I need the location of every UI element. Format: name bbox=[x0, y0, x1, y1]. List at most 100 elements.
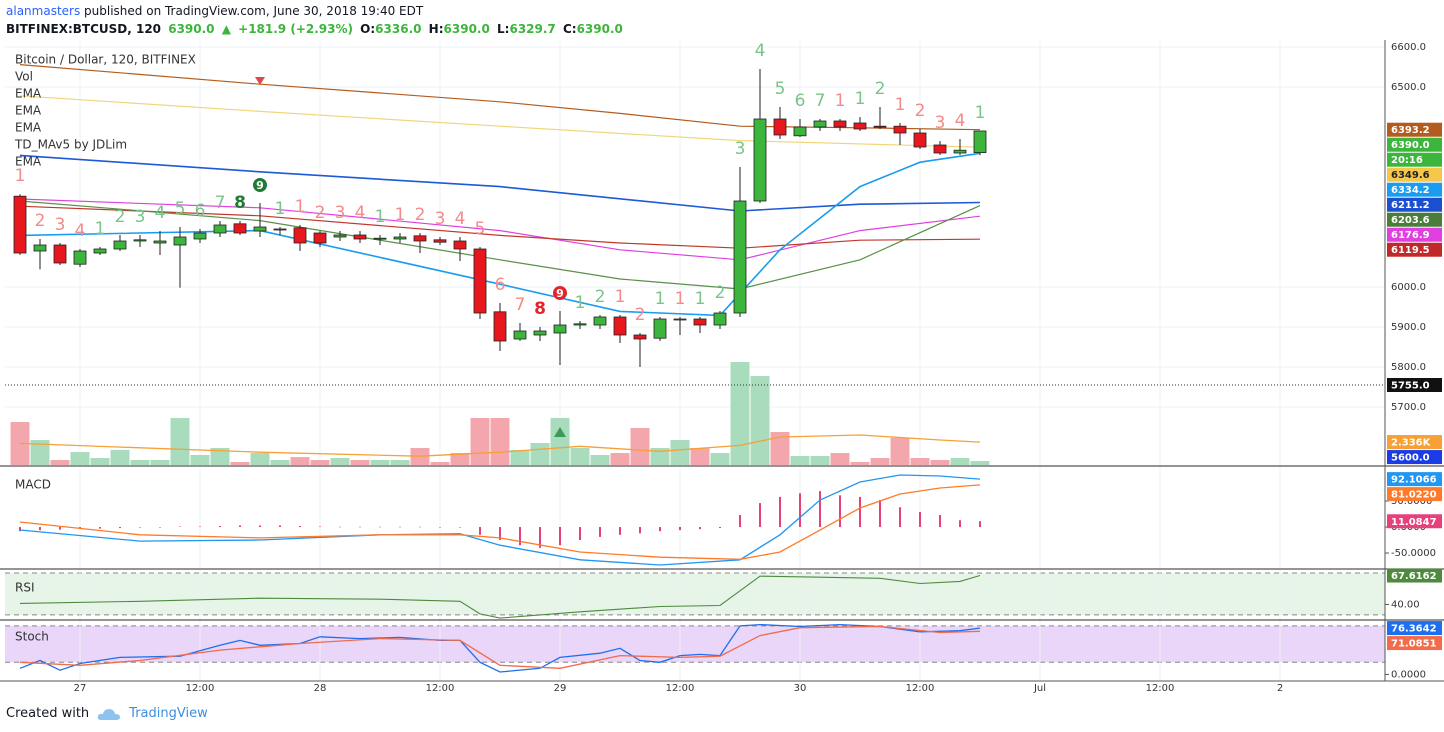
macd-histogram bbox=[159, 527, 161, 528]
td-count: 9 bbox=[256, 179, 264, 192]
td-count: 5 bbox=[475, 219, 486, 239]
volume-bar bbox=[30, 439, 50, 465]
candle-body bbox=[793, 126, 807, 137]
td-count: 3 bbox=[135, 207, 146, 227]
price-tag-label: 6349.6 bbox=[1391, 170, 1430, 181]
l: 6329.7 bbox=[509, 22, 556, 36]
td-count: 1 bbox=[675, 289, 686, 309]
volume-bar bbox=[830, 453, 850, 465]
macd-histogram bbox=[499, 527, 501, 541]
x-tick-label: 2 bbox=[1277, 683, 1283, 694]
macd-histogram bbox=[619, 527, 621, 535]
y-tick-label: -50.0000 bbox=[1391, 548, 1436, 559]
price-tag bbox=[1387, 227, 1442, 242]
chart: 27 12:00 28 12:00 29 12:00 30 12:00 Jul 12:00 2660… bbox=[0, 40, 1444, 700]
macd-histogram bbox=[279, 525, 281, 528]
candle-body bbox=[293, 227, 307, 244]
td-count: 7 bbox=[515, 295, 526, 315]
macd-histogram bbox=[739, 515, 741, 528]
candle-body bbox=[173, 236, 187, 246]
price-tag-label: 81.0220 bbox=[1391, 490, 1437, 501]
td-count: 2 bbox=[715, 283, 726, 303]
c-label: C: bbox=[562, 22, 577, 36]
candle-body bbox=[53, 244, 67, 264]
volume-bar bbox=[590, 454, 610, 465]
candle-body bbox=[353, 234, 367, 240]
o-label: O: bbox=[360, 22, 376, 36]
signal-arrow bbox=[554, 427, 566, 437]
created-with: Created with bbox=[6, 706, 90, 721]
price-tag-label: 20:16 bbox=[1391, 155, 1423, 166]
macd-histogram bbox=[519, 527, 521, 546]
price-tag-label: 5600.0 bbox=[1391, 453, 1430, 464]
volume-bar bbox=[110, 449, 130, 465]
price-tag-label: 6390.0 bbox=[1391, 140, 1430, 151]
macd-line bbox=[19, 484, 981, 560]
td-count: 6 bbox=[195, 201, 206, 221]
volume-bar bbox=[310, 459, 330, 465]
candle-body bbox=[33, 244, 47, 252]
price-tag bbox=[1387, 122, 1442, 137]
pane-label: Stoch bbox=[15, 630, 49, 644]
candle-body bbox=[213, 224, 227, 234]
volume-bar bbox=[850, 461, 870, 465]
macd-histogram bbox=[479, 527, 481, 535]
candle-body bbox=[373, 237, 387, 240]
volume-bar bbox=[890, 438, 910, 465]
volume-bar bbox=[530, 443, 550, 465]
candle-body bbox=[833, 120, 847, 128]
volume-bar bbox=[870, 458, 890, 465]
candle-body bbox=[413, 235, 427, 242]
author: alanmasters bbox=[6, 4, 81, 18]
macd-histogram bbox=[19, 527, 21, 532]
macd-histogram bbox=[399, 526, 401, 528]
indicator-label: EMA bbox=[15, 104, 42, 118]
price-tag bbox=[1387, 472, 1442, 487]
signal-arrow bbox=[255, 77, 265, 85]
volume-bar bbox=[270, 459, 290, 465]
volume-bar bbox=[630, 427, 650, 465]
td-count: 8 bbox=[534, 299, 546, 319]
volume-bar bbox=[90, 458, 110, 465]
macd-histogram bbox=[239, 525, 241, 528]
macd-histogram bbox=[339, 526, 341, 528]
macd-histogram bbox=[979, 521, 981, 528]
candle-body bbox=[693, 318, 707, 326]
volume-bar bbox=[690, 448, 710, 465]
volume-bar bbox=[750, 376, 770, 465]
stoch-line bbox=[19, 623, 981, 673]
td-count: 2 bbox=[635, 305, 646, 325]
macd-histogram bbox=[99, 527, 101, 529]
price-tag bbox=[1387, 378, 1442, 392]
td-count: 4 bbox=[755, 41, 766, 61]
volume-bar bbox=[50, 459, 70, 465]
volume-bar bbox=[370, 459, 390, 465]
x-tick-label: 30 bbox=[794, 683, 807, 694]
volume-bar bbox=[230, 461, 250, 465]
macd-histogram bbox=[599, 527, 601, 537]
h-label: H: bbox=[428, 22, 444, 36]
x-tick-label: 27 bbox=[74, 683, 87, 694]
td-count: 1 bbox=[835, 91, 846, 111]
brand[interactable]: TradingView bbox=[129, 706, 208, 721]
td-count: 7 bbox=[215, 193, 226, 213]
x-tick-label: 12:00 bbox=[186, 683, 215, 694]
macd-histogram bbox=[379, 526, 381, 528]
candle-body bbox=[773, 118, 787, 136]
candle-body bbox=[153, 240, 167, 244]
td-count: 3 bbox=[435, 209, 446, 229]
band-fill bbox=[5, 573, 1385, 615]
symbol: BITFINEX:BTCUSD, 120 bbox=[6, 22, 162, 36]
candle-body bbox=[573, 323, 587, 326]
x-tick-label: 28 bbox=[314, 683, 327, 694]
volume-bar bbox=[790, 455, 810, 465]
candle-body bbox=[193, 232, 207, 240]
y-tick-label: 5700.0 bbox=[1391, 402, 1426, 413]
price-tag-label: 11.0847 bbox=[1391, 517, 1437, 528]
candle-body bbox=[673, 318, 687, 321]
td-count: 8 bbox=[234, 193, 246, 213]
macd-histogram bbox=[959, 520, 961, 528]
indicator-label: Vol bbox=[15, 70, 33, 84]
candle-body bbox=[253, 226, 267, 232]
pane-label: MACD bbox=[15, 478, 51, 492]
